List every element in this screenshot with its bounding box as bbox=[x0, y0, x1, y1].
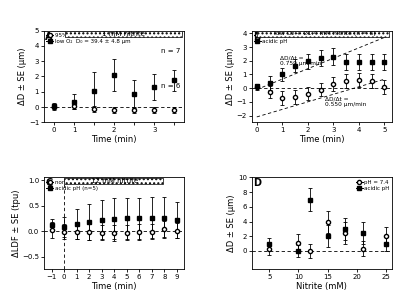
Text: n = 7: n = 7 bbox=[161, 48, 180, 54]
FancyBboxPatch shape bbox=[64, 178, 162, 184]
X-axis label: Nitrite (mM): Nitrite (mM) bbox=[296, 282, 347, 290]
Text: B: B bbox=[253, 32, 260, 42]
Text: n = 6: n = 6 bbox=[161, 83, 180, 88]
Y-axis label: ΔD ± SE (μm): ΔD ± SE (μm) bbox=[226, 48, 235, 105]
Text: C: C bbox=[46, 178, 53, 188]
FancyBboxPatch shape bbox=[257, 31, 389, 37]
Y-axis label: ΔD ± SE (μm): ΔD ± SE (μm) bbox=[18, 48, 27, 105]
X-axis label: Time (min): Time (min) bbox=[92, 135, 137, 144]
Y-axis label: ΔLDF ± SE (tpu): ΔLDF ± SE (tpu) bbox=[12, 190, 21, 257]
Legend: pH = 7.4, acidic pH: pH = 7.4, acidic pH bbox=[253, 32, 288, 44]
Text: ΔD/Δt =
0.550 μm/min: ΔD/Δt = 0.550 μm/min bbox=[325, 96, 366, 107]
X-axis label: Time (min): Time (min) bbox=[92, 282, 137, 290]
FancyBboxPatch shape bbox=[65, 31, 182, 37]
Y-axis label: ΔD ± SE (μm): ΔD ± SE (μm) bbox=[228, 195, 236, 252]
Text: D: D bbox=[253, 178, 261, 188]
X-axis label: Time (min): Time (min) bbox=[299, 135, 344, 144]
Text: 1 mM nitrite: 1 mM nitrite bbox=[102, 31, 145, 37]
Legend: pH = 7.4, acidic pH: pH = 7.4, acidic pH bbox=[356, 179, 390, 191]
Legend: normal pH (n=5), acidic pH (n=5): normal pH (n=5), acidic pH (n=5) bbox=[46, 179, 102, 191]
Text: 12 mM nitrite: 12 mM nitrite bbox=[90, 178, 138, 184]
Legend: 95% O₂  D₀ = 33.6 ± 3.8 μm, low O₂  D₀ = 39.4 ± 4.8 μm: 95% O₂ D₀ = 33.6 ± 3.8 μm, low O₂ D₀ = 3… bbox=[46, 32, 134, 44]
Text: A: A bbox=[46, 32, 53, 42]
Text: ΔD/Δt =
0.759 μm/min: ΔD/Δt = 0.759 μm/min bbox=[280, 56, 321, 66]
Text: low O₂ + 21.4 mM nitrite (n = 6): low O₂ + 21.4 mM nitrite (n = 6) bbox=[274, 32, 376, 36]
